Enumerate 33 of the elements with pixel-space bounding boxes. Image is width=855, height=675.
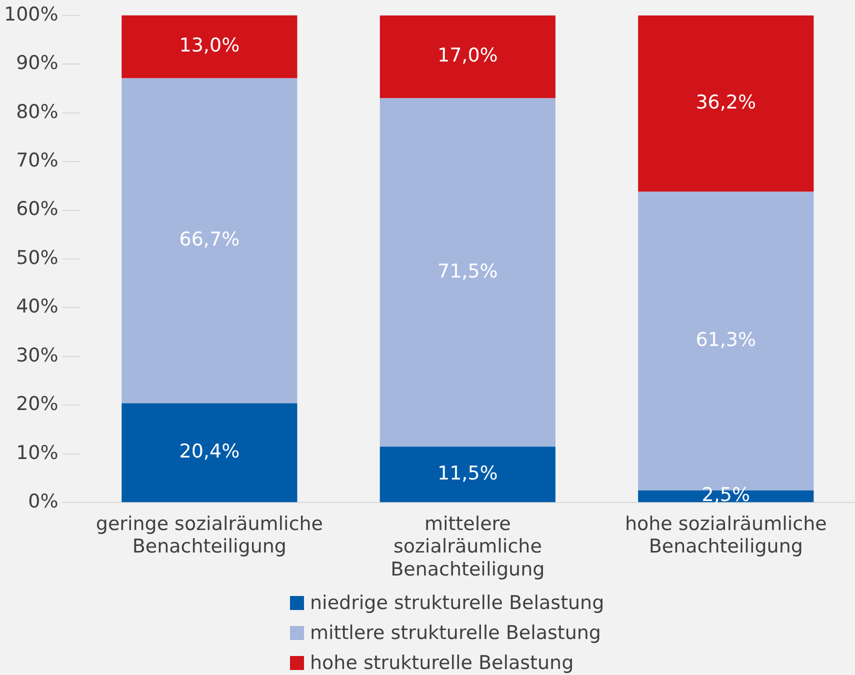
x-tick-label: mittelere sozialräumliche Benachteiligung bbox=[390, 512, 545, 581]
legend-label: niedrige strukturelle Belastung bbox=[310, 592, 604, 614]
data-label: 17,0% bbox=[437, 44, 498, 67]
y-tick-label: 20% bbox=[16, 393, 58, 416]
bar bbox=[380, 15, 556, 98]
bar bbox=[122, 403, 298, 502]
bar bbox=[380, 446, 556, 502]
data-label: 61,3% bbox=[696, 329, 756, 352]
data-label: 66,7% bbox=[179, 228, 240, 251]
data-label: 13,0% bbox=[179, 34, 240, 57]
y-tick-label: 60% bbox=[16, 198, 58, 220]
y-tick-label: 40% bbox=[16, 296, 58, 318]
y-tick-label: 100% bbox=[4, 3, 58, 26]
data-label: 36,2% bbox=[696, 92, 756, 114]
y-tick-label: 90% bbox=[16, 52, 58, 74]
data-label: 11,5% bbox=[437, 462, 498, 484]
x-tick-label: hohe sozialräumliche Benachteiligung bbox=[624, 512, 827, 558]
bar bbox=[638, 15, 814, 192]
y-tick-label: 50% bbox=[16, 246, 58, 269]
legend-label: mittlere strukturelle Belastung bbox=[310, 622, 601, 644]
bar bbox=[380, 98, 556, 447]
data-label: 20,4% bbox=[179, 440, 240, 463]
bar bbox=[122, 15, 298, 78]
legend-label: hohe strukturelle Belastung bbox=[310, 652, 574, 674]
x-tick-label: geringe sozialräumliche Benachteiligung bbox=[96, 512, 323, 558]
y-tick-label: 10% bbox=[16, 442, 58, 464]
data-label: 71,5% bbox=[437, 260, 498, 282]
y-tick-label: 80% bbox=[16, 100, 58, 123]
y-tick-label: 30% bbox=[16, 344, 58, 366]
y-tick-label: 70% bbox=[16, 149, 58, 172]
y-tick-label: 0% bbox=[28, 490, 58, 513]
data-label: 2,5% bbox=[702, 484, 750, 506]
bar bbox=[122, 78, 298, 404]
